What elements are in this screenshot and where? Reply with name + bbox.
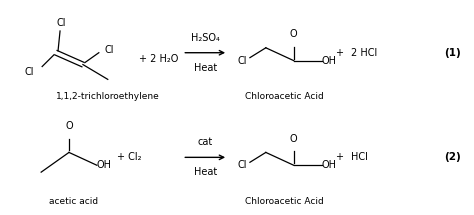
Text: 1,1,2-trichloroethylene: 1,1,2-trichloroethylene — [56, 92, 160, 101]
Text: Cl: Cl — [25, 68, 34, 77]
Text: acetic acid: acetic acid — [49, 197, 99, 206]
Text: (2): (2) — [444, 152, 461, 162]
Text: + 2 H₂O: + 2 H₂O — [138, 54, 178, 64]
Text: Chloroacetic Acid: Chloroacetic Acid — [246, 197, 324, 206]
Text: Heat: Heat — [193, 63, 217, 73]
Text: Chloroacetic Acid: Chloroacetic Acid — [246, 92, 324, 101]
Text: (1): (1) — [444, 48, 461, 58]
Text: OH: OH — [321, 160, 337, 170]
Text: + Cl₂: + Cl₂ — [117, 152, 141, 162]
Text: O: O — [290, 134, 298, 144]
Text: OH: OH — [321, 56, 337, 66]
Text: Cl: Cl — [105, 45, 114, 55]
Text: O: O — [290, 29, 298, 39]
Text: cat: cat — [198, 137, 213, 147]
Text: H₂SO₄: H₂SO₄ — [191, 33, 219, 43]
Text: 2 HCl: 2 HCl — [351, 48, 378, 58]
Text: Cl: Cl — [238, 160, 247, 170]
Text: +: + — [336, 152, 343, 162]
Text: Cl: Cl — [238, 56, 247, 66]
Text: OH: OH — [97, 160, 112, 170]
Text: Cl: Cl — [56, 18, 66, 28]
Text: HCl: HCl — [351, 152, 368, 162]
Text: Heat: Heat — [193, 167, 217, 177]
Text: +: + — [336, 48, 343, 58]
Text: O: O — [65, 121, 73, 131]
